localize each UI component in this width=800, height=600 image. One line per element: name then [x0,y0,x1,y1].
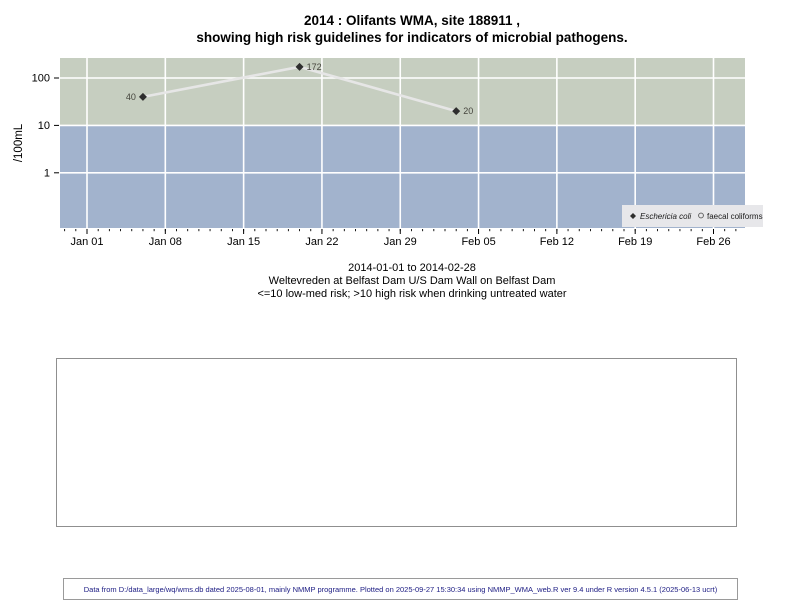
chart-title-line1: 2014 : Olifants WMA, site 188911 , [303,13,521,28]
legend-label-escherichia: Eschericia coli [640,212,691,221]
data-point-marker [452,107,461,116]
y-axis-tick-label: 100 [32,73,50,85]
x-axis-tick-label: Jan 01 [70,236,103,248]
x-axis-tick-label: Jan 08 [149,236,182,248]
y-axis-tick-label: 1 [44,167,50,179]
x-axis-tick-label: Jan 22 [305,236,338,248]
data-point-marker [295,62,304,71]
chart-title: 2014 : Olifants WMA, site 188911 , showi… [12,12,800,46]
chart-canvas: Jan 01 Jan 08 Jan 15 Jan 22 Jan 29 Feb 05 Feb … [13,58,763,248]
filled-diamond-icon [630,213,636,219]
data-point-marker [138,92,147,101]
x-axis-tick-label: Jan 15 [227,236,260,248]
footer-provenance-text: Data from D:/data_large/wq/wms.db dated … [83,585,718,594]
x-axis-tick-label: Feb 19 [618,236,652,248]
caption-date-range: 2014-01-01 to 2014-02-28 [348,262,476,274]
caption-risk-note: <=10 low-med risk; >10 high risk when dr… [257,288,567,300]
x-axis-tick-label: Feb 12 [540,236,574,248]
y-axis-tick-label: 10 [38,120,50,132]
open-circle-icon [698,212,704,219]
legend-label-faecal-coliforms: faecal coliforms [707,212,763,221]
data-point-label: 20 [463,106,473,116]
caption-site-name: Weltevreden at Belfast Dam U/S Dam Wall … [268,275,556,287]
risk-band-high [60,58,745,126]
empty-panel [56,358,737,527]
chart-caption: 2014-01-01 to 2014-02-28 Weltevreden at … [12,262,800,301]
x-axis-tick-label: Feb 05 [461,236,495,248]
x-axis-tick-label: Feb 26 [696,236,730,248]
y-axis-title: /100mL [13,123,25,162]
data-point-label: 40 [126,92,136,102]
data-point-label: 172 [307,62,322,72]
footer-box: Data from D:/data_large/wq/wms.db dated … [63,578,738,600]
legend [622,205,763,227]
chart-title-line2: showing high risk guidelines for indicat… [196,30,628,45]
x-axis-tick-label: Jan 29 [384,236,417,248]
